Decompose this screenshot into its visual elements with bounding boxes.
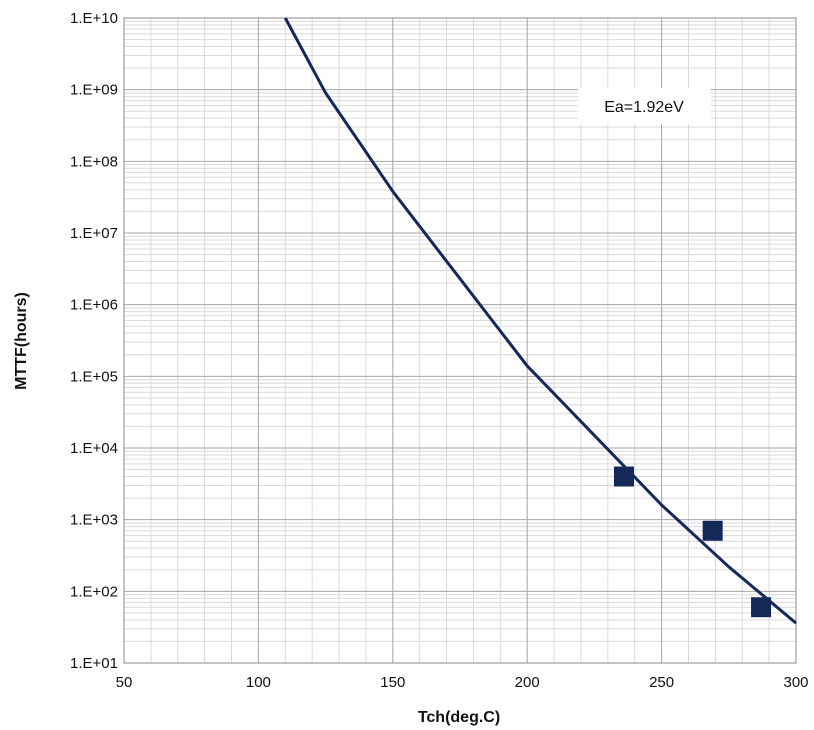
x-tick-label: 50 (116, 674, 133, 691)
annotation-box: Ea=1.92eV (578, 88, 711, 124)
y-tick-label: 1.E+09 (70, 82, 118, 99)
y-tick-label: 1.E+06 (70, 297, 118, 314)
x-tick-labels: 50 100 150 200 250 300 (116, 674, 809, 691)
x-tick-label: 200 (515, 674, 540, 691)
x-axis-title: Tch(deg.C) (418, 709, 500, 726)
x-tick-label: 300 (783, 674, 808, 691)
plot-frame (123, 17, 797, 664)
x-tick-label: 100 (246, 674, 271, 691)
y-tick-label: 1.E+10 (70, 10, 118, 27)
y-tick-label: 1.E+08 (70, 153, 118, 170)
minor-gridlines (124, 18, 796, 663)
y-axis-title: MTTF(hours) (13, 292, 30, 390)
y-tick-label: 1.E+04 (70, 440, 118, 457)
data-point-marker (751, 597, 772, 618)
y-tick-label: 1.E+05 (70, 368, 118, 385)
y-tick-label: 1.E+02 (70, 583, 118, 600)
annotation-background (578, 88, 711, 124)
series-group (283, 17, 797, 625)
data-point-marker (702, 520, 723, 541)
y-tick-label: 1.E+03 (70, 512, 118, 529)
fit-line (283, 17, 797, 625)
y-tick-label: 1.E+01 (70, 655, 118, 672)
y-tick-label: 1.E+07 (70, 225, 118, 242)
annotation-text: Ea=1.92eV (604, 99, 684, 116)
x-tick-label: 250 (649, 674, 674, 691)
y-tick-labels: 1.E+01 1.E+02 1.E+03 1.E+04 1.E+05 1.E+06 1.E+… (70, 10, 118, 672)
data-point-marker (613, 466, 634, 487)
x-tick-label: 150 (380, 674, 405, 691)
